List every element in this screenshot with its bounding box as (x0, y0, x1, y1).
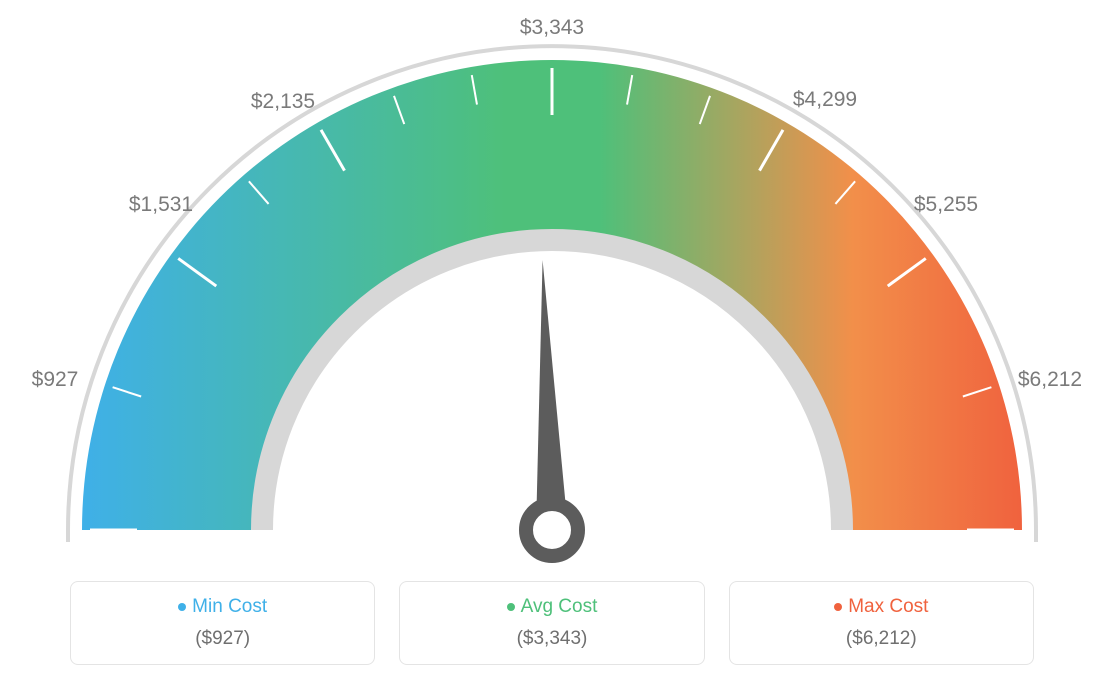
gauge-tick-label: $2,135 (251, 90, 315, 114)
legend-title-text-min: Min Cost (192, 596, 267, 617)
gauge-tick-label: $5,255 (914, 193, 978, 217)
cost-gauge-chart: $927 $1,531 $2,135 $3,343 $4,299 $5,255 $6,212 (0, 0, 1104, 580)
legend-title-text-avg: Avg Cost (521, 596, 598, 617)
legend-card-avg: Avg Cost ($3,343) (399, 581, 704, 665)
legend-card-max: Max Cost ($6,212) (729, 581, 1034, 665)
legend-dot-max (834, 603, 842, 611)
legend-card-min: Min Cost ($927) (70, 581, 375, 665)
legend-dot-avg (507, 603, 515, 611)
legend-title-max: Max Cost (740, 596, 1023, 618)
legend-title-min: Min Cost (81, 596, 364, 618)
gauge-tick-label: $4,299 (793, 88, 857, 112)
gauge-tick-label: $3,343 (520, 16, 584, 40)
gauge-tick-label: $1,531 (129, 193, 193, 217)
legend-row: Min Cost ($927) Avg Cost ($3,343) Max Co… (70, 581, 1034, 665)
gauge-tick-label: $927 (32, 368, 79, 392)
gauge-svg (0, 0, 1104, 580)
gauge-tick-label: $6,212 (1018, 368, 1082, 392)
legend-title-avg: Avg Cost (410, 596, 693, 618)
legend-title-text-max: Max Cost (848, 596, 928, 617)
legend-value-avg: ($3,343) (410, 628, 693, 650)
legend-value-min: ($927) (81, 628, 364, 650)
legend-value-max: ($6,212) (740, 628, 1023, 650)
legend-dot-min (178, 603, 186, 611)
